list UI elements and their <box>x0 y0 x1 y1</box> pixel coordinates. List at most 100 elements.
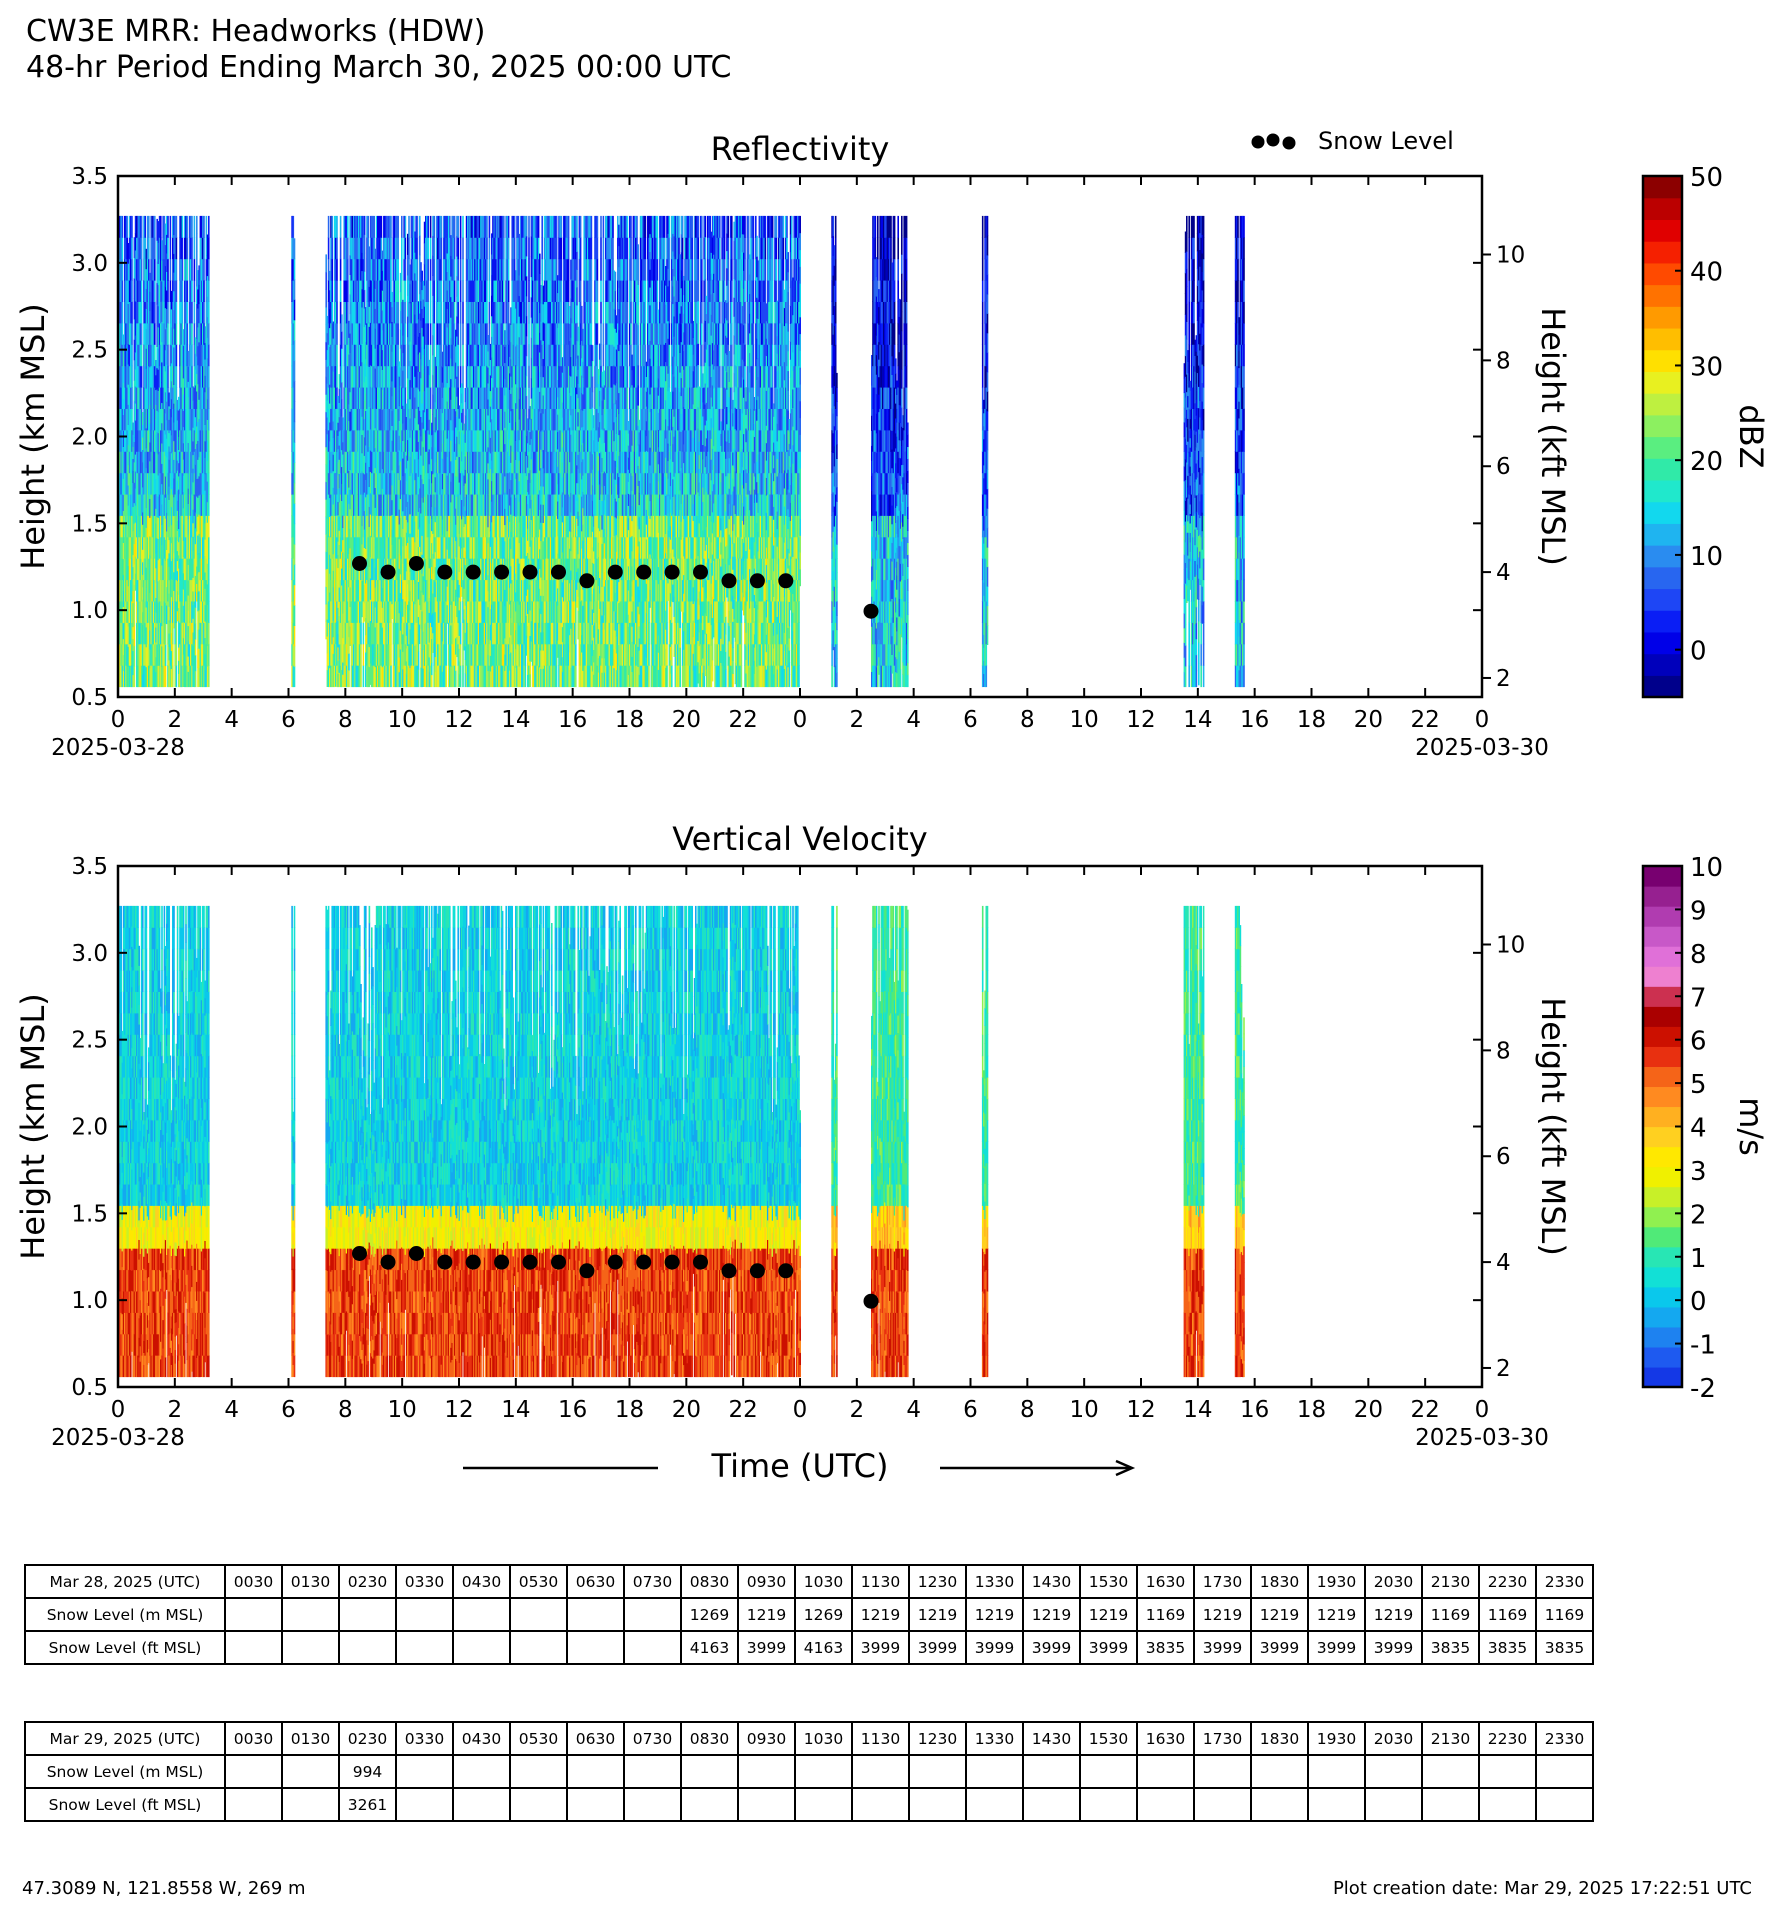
heatmap-cell <box>208 323 210 345</box>
heatmap-cell <box>186 259 188 281</box>
heatmap-cell <box>196 216 198 234</box>
heatmap-cell <box>208 366 210 388</box>
heatmap-cell <box>405 216 407 238</box>
heatmap-cell <box>405 280 407 302</box>
heatmap-cell <box>418 669 420 687</box>
heatmap-cell <box>208 344 210 366</box>
heatmap-cell <box>294 564 296 585</box>
heatmap-cell <box>172 665 174 687</box>
heatmap-cell <box>408 216 410 238</box>
heatmap-cell <box>390 237 392 259</box>
heatmap-cell <box>294 666 296 687</box>
heatmap-cell <box>336 366 338 388</box>
heatmap-cell <box>131 280 133 302</box>
heatmap-cell <box>131 259 133 281</box>
heatmap-cell <box>208 451 210 473</box>
heatmap-cell <box>195 639 197 655</box>
heatmap-cell <box>360 622 362 644</box>
heatmap-cell <box>397 237 399 259</box>
heatmap-cell <box>293 216 295 238</box>
heatmap-cell <box>401 237 403 259</box>
heatmap-cell <box>348 653 350 670</box>
heatmap-cell <box>182 302 184 324</box>
legend-label: Snow Level <box>1318 127 1454 155</box>
heatmap-cell <box>182 280 184 302</box>
heatmap-cell <box>390 622 392 644</box>
heatmap-cell <box>176 323 178 345</box>
heatmap-cell <box>364 290 366 309</box>
heatmap-cell <box>182 216 184 238</box>
heatmap-cell <box>167 302 169 324</box>
heatmap-cell <box>194 280 196 302</box>
heatmap-cell <box>294 646 296 667</box>
heatmap-cell <box>134 625 136 646</box>
heatmap-cell <box>208 537 210 559</box>
heatmap-cell <box>390 665 392 687</box>
heatmap-cell <box>172 644 174 666</box>
heatmap-cell <box>170 216 172 238</box>
heatmap-cell <box>195 671 197 687</box>
heatmap-cell <box>194 259 196 281</box>
heatmap-cell <box>405 259 407 281</box>
heatmap-cell <box>167 366 169 388</box>
heatmap-cell <box>176 344 178 366</box>
heatmap-cell <box>340 237 342 259</box>
heatmap-cell <box>325 254 327 272</box>
heatmap-cell <box>341 382 343 399</box>
heatmap-cell <box>348 670 350 687</box>
heatmap-cell <box>341 399 343 416</box>
heatmap-cell <box>165 666 167 688</box>
heatmap-cell <box>340 259 342 281</box>
heatmap-cell <box>196 251 198 269</box>
heatmap-cell <box>294 483 296 504</box>
heatmap-cell <box>191 323 193 345</box>
heatmap-cell <box>341 331 343 348</box>
heatmap-cell <box>122 237 124 259</box>
heatmap-cell <box>294 503 296 524</box>
heatmap-cell <box>336 323 338 345</box>
heatmap-cell <box>165 623 167 645</box>
heatmap-cell <box>397 280 399 302</box>
heatmap-cell <box>165 645 167 667</box>
heatmap-cell <box>141 259 143 281</box>
heatmap-cell <box>294 381 296 402</box>
heatmap-cell <box>141 366 143 388</box>
heatmap-cell <box>154 302 156 324</box>
heatmap-cell <box>167 280 169 302</box>
heatmap-cell <box>363 665 365 687</box>
heatmap-cell <box>417 216 419 238</box>
heatmap-cell <box>141 387 143 409</box>
heatmap-cell <box>328 216 330 238</box>
heatmap-cell <box>390 644 392 666</box>
chart-title: Reflectivity <box>711 130 890 168</box>
heatmap-cell <box>191 237 193 259</box>
heatmap-cell <box>336 344 338 366</box>
heatmap-cell <box>203 237 205 259</box>
heatmap-cell <box>208 237 210 259</box>
heatmap-cell <box>194 237 196 259</box>
heatmap-cell <box>360 665 362 687</box>
legend-dot <box>1283 137 1296 150</box>
heatmap-cell <box>294 524 296 545</box>
heatmap-cell <box>141 280 143 302</box>
heatmap-cell <box>367 216 369 238</box>
heatmap-cell <box>417 237 419 259</box>
heatmap-cell <box>154 259 156 281</box>
heatmap-cell <box>336 216 338 238</box>
heatmap-cell <box>195 607 197 623</box>
heatmap-cell <box>191 302 193 324</box>
heatmap-cell <box>347 216 349 238</box>
heatmap-cell <box>418 652 420 670</box>
snow-level-legend: Snow Level <box>1252 127 1454 155</box>
heatmap-cell <box>294 544 296 565</box>
heatmap-cell <box>131 302 133 324</box>
heatmap-cell <box>364 234 366 253</box>
heatmap-cell <box>131 216 133 238</box>
heatmap-cell <box>336 259 338 281</box>
heatmap-cell <box>186 302 188 324</box>
heatmap-cell <box>397 323 399 345</box>
heatmap-cell <box>131 323 133 345</box>
heatmap-cell <box>417 259 419 281</box>
heatmap-cell <box>397 259 399 281</box>
heatmap-cell <box>154 216 156 238</box>
